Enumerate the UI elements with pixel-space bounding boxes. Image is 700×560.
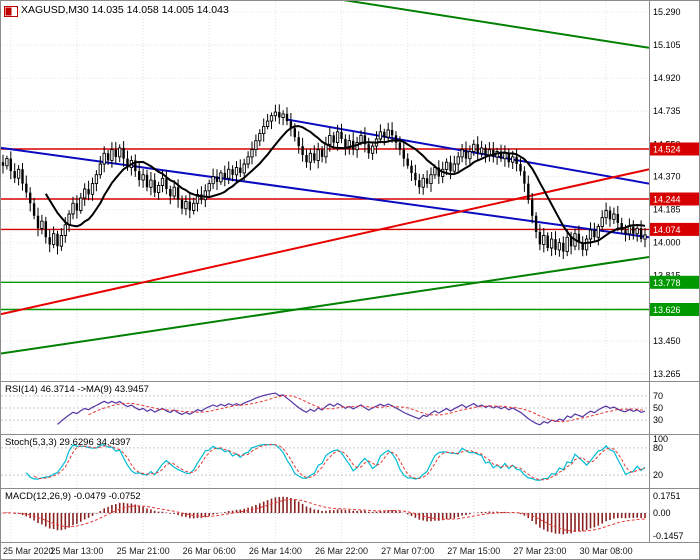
svg-text:25 Mar 13:00: 25 Mar 13:00	[50, 546, 103, 556]
svg-text:14.524: 14.524	[653, 145, 681, 155]
svg-text:14.370: 14.370	[653, 172, 681, 182]
svg-text:26 Mar 22:00: 26 Mar 22:00	[315, 546, 368, 556]
svg-text:-0.1457: -0.1457	[653, 531, 684, 541]
svg-text:14.244: 14.244	[653, 195, 681, 205]
svg-text:14.185: 14.185	[653, 205, 681, 215]
svg-text:0.00: 0.00	[653, 508, 671, 518]
svg-text:14.735: 14.735	[653, 106, 681, 116]
svg-text:80: 80	[653, 443, 663, 453]
svg-text:14.920: 14.920	[653, 73, 681, 83]
svg-text:26 Mar 14:00: 26 Mar 14:00	[249, 546, 302, 556]
svg-text:70: 70	[653, 391, 663, 401]
svg-text:50: 50	[653, 403, 663, 413]
svg-text:26 Mar 06:00: 26 Mar 06:00	[183, 546, 236, 556]
svg-text:20: 20	[653, 470, 663, 480]
svg-text:27 Mar 07:00: 27 Mar 07:00	[381, 546, 434, 556]
svg-text:13.778: 13.778	[653, 278, 681, 288]
chart-shift-icon[interactable]	[4, 4, 18, 22]
svg-text:13.626: 13.626	[653, 305, 681, 315]
svg-text:14.074: 14.074	[653, 225, 681, 235]
svg-text:25 Mar 21:00: 25 Mar 21:00	[117, 546, 170, 556]
svg-text:14.000: 14.000	[653, 238, 681, 248]
svg-text:13.265: 13.265	[653, 369, 681, 379]
svg-text:30 Mar 08:00: 30 Mar 08:00	[580, 546, 633, 556]
svg-text:13.815: 13.815	[653, 271, 681, 281]
svg-text:0.1751: 0.1751	[653, 491, 681, 501]
svg-text:27 Mar 15:00: 27 Mar 15:00	[447, 546, 500, 556]
svg-text:13.450: 13.450	[653, 336, 681, 346]
svg-text:30: 30	[653, 415, 663, 425]
red-marker-icon	[4, 6, 18, 17]
svg-text:27 Mar 23:00: 27 Mar 23:00	[513, 546, 566, 556]
svg-text:15.290: 15.290	[653, 7, 681, 17]
svg-text:15.105: 15.105	[653, 40, 681, 50]
svg-text:25 Mar 2020: 25 Mar 2020	[3, 546, 54, 556]
svg-text:100: 100	[653, 434, 668, 444]
